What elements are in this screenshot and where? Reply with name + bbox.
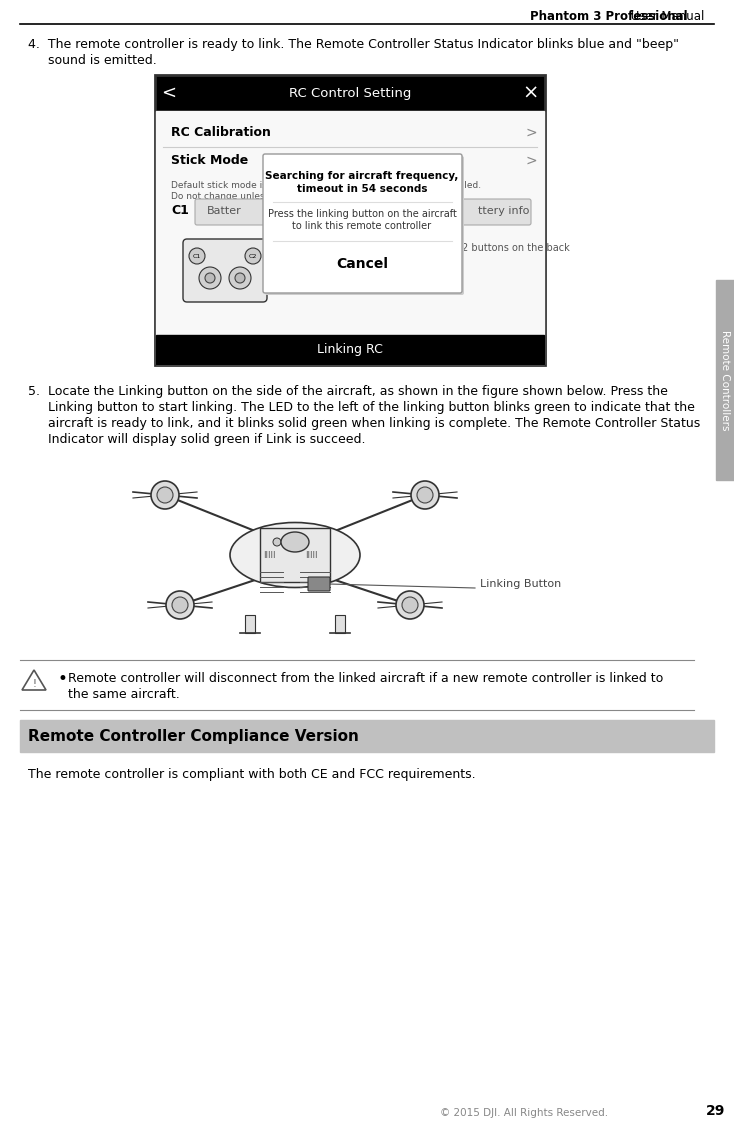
Bar [335, 615, 345, 633]
Text: RC Control Setting: RC Control Setting [288, 87, 411, 99]
FancyBboxPatch shape [155, 74, 545, 365]
Text: Searching for aircraft frequency,: Searching for aircraft frequency, [265, 171, 459, 180]
Text: Default stick mode is Mo                              the aircraft is controlled: Default stick mode is Mo the aircraft is… [171, 180, 481, 190]
Circle shape [199, 267, 221, 289]
Ellipse shape [281, 532, 309, 552]
Text: of the RC.: of the RC. [305, 255, 353, 265]
Circle shape [229, 267, 251, 289]
Text: 5.  Locate the Linking button on the side of the aircraft, as shown in the figur: 5. Locate the Linking button on the side… [28, 385, 668, 398]
Text: <: < [161, 83, 176, 102]
Text: IIIII: IIIII [305, 550, 318, 559]
Text: The remote controller is compliant with both CE and FCC requirements.: The remote controller is compliant with … [28, 768, 476, 781]
Circle shape [205, 273, 215, 283]
Text: >: > [526, 155, 537, 168]
Text: 4.  The remote controller is ready to link. The Remote Controller Status Indicat: 4. The remote controller is ready to lin… [28, 38, 679, 51]
Circle shape [245, 248, 261, 264]
Text: Remote Controllers: Remote Controllers [720, 329, 730, 430]
Circle shape [235, 273, 245, 283]
Text: timeout in 54 seconds: timeout in 54 seconds [297, 184, 427, 194]
Text: C2: C2 [249, 254, 257, 258]
Circle shape [411, 481, 439, 509]
Circle shape [172, 597, 188, 613]
Text: •: • [58, 670, 68, 688]
Text: ttery info: ttery info [478, 206, 529, 215]
Text: ×: × [523, 83, 539, 103]
Text: 29: 29 [706, 1104, 725, 1118]
Text: C1: C1 [171, 204, 189, 218]
Circle shape [417, 487, 433, 503]
Text: Linking Button: Linking Button [480, 579, 562, 589]
Text: Do not change unless fa: Do not change unless fa [171, 192, 281, 201]
Bar [260, 528, 330, 582]
Ellipse shape [230, 522, 360, 588]
Text: Phantom 3 Professional: Phantom 3 Professional [530, 10, 688, 23]
Bar [156, 335, 544, 364]
Circle shape [166, 591, 194, 619]
Text: You can customize the C1 and C2 buttons on the back: You can customize the C1 and C2 buttons … [305, 243, 570, 253]
Circle shape [189, 248, 205, 264]
FancyBboxPatch shape [183, 239, 267, 302]
Circle shape [151, 481, 179, 509]
Circle shape [157, 487, 173, 503]
Text: Linking RC: Linking RC [317, 344, 383, 356]
Text: C1: C1 [193, 254, 201, 258]
Text: Remote Controller Compliance Version: Remote Controller Compliance Version [28, 729, 359, 743]
Circle shape [402, 597, 418, 613]
Text: User Manual: User Manual [628, 10, 705, 23]
Text: Cancel: Cancel [336, 257, 388, 271]
FancyBboxPatch shape [263, 155, 462, 293]
Bar [716, 280, 734, 481]
Text: >: > [526, 126, 537, 140]
Text: Press the linking button on the aircraft: Press the linking button on the aircraft [268, 209, 457, 219]
Text: the same aircraft.: the same aircraft. [68, 688, 180, 700]
Text: !: ! [32, 679, 36, 689]
Circle shape [273, 538, 281, 546]
Text: Remote controller will disconnect from the linked aircraft if a new remote contr: Remote controller will disconnect from t… [68, 672, 664, 685]
Text: RC Calibration: RC Calibration [171, 126, 271, 140]
Text: to link this remote controller: to link this remote controller [292, 221, 432, 231]
Text: sound is emitted.: sound is emitted. [48, 54, 157, 67]
Text: Stick Mode: Stick Mode [171, 155, 248, 167]
FancyBboxPatch shape [265, 156, 464, 296]
Bar [245, 615, 255, 633]
Text: Linking button to start linking. The LED to the left of the linking button blink: Linking button to start linking. The LED… [48, 400, 695, 414]
Text: © 2015 DJI. All Rights Reserved.: © 2015 DJI. All Rights Reserved. [440, 1108, 608, 1118]
Text: Indicator will display solid green if Link is succeed.: Indicator will display solid green if Li… [48, 433, 366, 446]
FancyBboxPatch shape [308, 578, 330, 591]
FancyBboxPatch shape [195, 199, 531, 224]
Text: IIIII: IIIII [263, 550, 275, 559]
Bar [156, 111, 544, 364]
Text: aircraft is ready to link, and it blinks solid green when linking is complete. T: aircraft is ready to link, and it blinks… [48, 417, 700, 430]
Bar [20, 720, 714, 752]
Circle shape [396, 591, 424, 619]
Text: Batter: Batter [207, 206, 241, 215]
